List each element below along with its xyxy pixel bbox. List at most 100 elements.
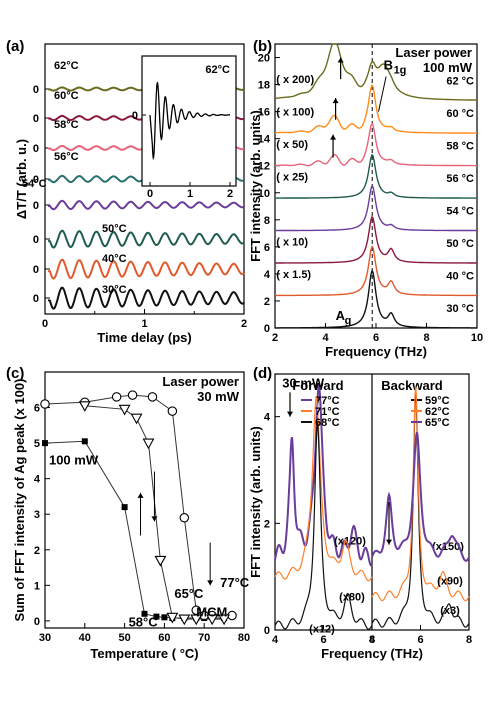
circle-marker xyxy=(40,399,50,409)
y-tick-label: 0 xyxy=(264,625,270,637)
x-tick-label: 30 xyxy=(39,632,51,644)
trace-zero-label: 0 xyxy=(33,234,39,246)
x-tick-label: 8 xyxy=(369,634,375,646)
circle-marker xyxy=(167,406,178,416)
triangle-marker xyxy=(206,614,219,626)
peak-label-ag-sub: g xyxy=(345,315,352,327)
legend-entry: 59°C xyxy=(425,395,450,407)
square-marker xyxy=(161,614,168,621)
circle-marker xyxy=(179,513,190,523)
x-tick-label: 8 xyxy=(466,634,472,646)
spectrum-line xyxy=(275,83,477,134)
legend-entry: 65°C xyxy=(425,417,450,429)
power-note: 30 mW xyxy=(282,375,325,390)
y-axis-label: Sum of FFT intensity of Ag peak (x 100) xyxy=(12,379,27,622)
x-tick-label: 2 xyxy=(272,332,278,344)
y-tick-label: 12 xyxy=(258,161,270,173)
trace-label: 50°C xyxy=(102,223,127,235)
scale-label: ( x 1.5) xyxy=(276,269,311,281)
panel-label: (b) xyxy=(253,38,272,55)
arrow-head xyxy=(207,580,214,586)
y-tick-label: 0 xyxy=(34,616,40,628)
square-marker xyxy=(153,613,160,620)
plot-frame xyxy=(44,371,245,629)
legend-line-1: Laser power xyxy=(162,374,239,389)
circle-marker xyxy=(147,392,158,402)
triangle-marker xyxy=(118,404,131,416)
panel-label: (a) xyxy=(6,38,24,55)
y-tick-label: 2 xyxy=(264,296,270,308)
y-tick-label: 2 xyxy=(34,545,40,557)
spectrum-line xyxy=(274,395,373,582)
trace-zero-label: 0 xyxy=(33,174,39,186)
square-marker xyxy=(42,440,48,447)
x-axis-label: Time delay (ps) xyxy=(97,330,191,345)
arrow-head xyxy=(386,539,392,545)
series-label: 60 °C xyxy=(446,108,474,120)
peak-label-b1g-sub: 1g xyxy=(394,65,407,77)
inset-frame xyxy=(141,55,237,187)
x-axis-label: Frequency (THz) xyxy=(325,344,427,359)
y-tick-label: 4 xyxy=(264,412,271,424)
circle-marker xyxy=(191,605,201,615)
circle-marker xyxy=(127,390,138,400)
trace-line xyxy=(47,258,245,280)
trace-zero-label: 0 xyxy=(33,84,39,96)
x-axis-label: Temperature ( °C) xyxy=(90,646,198,661)
y-tick-label: 8 xyxy=(264,215,270,227)
peak-label-b1g: B xyxy=(384,58,393,73)
trace-zero-label: 0 xyxy=(33,264,39,276)
annotation-100mw: 100 mW xyxy=(49,452,99,467)
triangle-marker xyxy=(130,413,143,425)
trace-label: 58°C xyxy=(54,119,79,131)
x-tick-label: 70 xyxy=(198,632,210,644)
spectrum-line xyxy=(274,384,373,567)
triangle-marker xyxy=(190,614,203,626)
spectrum-line xyxy=(274,422,373,630)
trace-line xyxy=(47,286,245,310)
inset-x-tick-label: 2 xyxy=(227,188,233,200)
x-tick-label: 6 xyxy=(320,634,326,646)
arrow-head xyxy=(337,57,344,63)
x-tick-label: 4 xyxy=(369,634,376,646)
x-tick-label: 4 xyxy=(322,332,329,344)
y-tick-label: 18 xyxy=(258,80,270,92)
peak-label-ag: A xyxy=(336,308,346,323)
x-tick-label: 50 xyxy=(118,632,130,644)
spectrum-line xyxy=(371,432,470,562)
scale-label: ( x 10) xyxy=(276,237,308,249)
series-label: 56 °C xyxy=(446,173,474,185)
legend-line-1: Laser power xyxy=(395,45,472,60)
trace-zero-label: 0 xyxy=(33,293,39,305)
series-label: 40 °C xyxy=(446,270,474,282)
series-line xyxy=(84,405,225,620)
panel-c: 30 40 50 60 70 80 0 1 2 3 4 5 6 Temperature ( °C) Sum … xyxy=(6,365,250,661)
annotation-65c: 65°C xyxy=(174,586,204,601)
scale-label: (x120) xyxy=(334,536,366,548)
annotation-mcm: MCM xyxy=(196,605,227,620)
b1g-pointer xyxy=(378,76,387,112)
legend-line-2: 100 mW xyxy=(423,60,473,75)
arrow-head xyxy=(330,134,337,140)
scale-label: (x80) xyxy=(339,592,365,604)
inset-x-tick-label: 1 xyxy=(187,188,193,200)
trace-label: 60°C xyxy=(54,90,79,102)
scale-label: (x3) xyxy=(440,605,460,617)
y-tick-label: 0 xyxy=(264,323,270,335)
x-axis-label: Frequency (THz) xyxy=(321,646,423,661)
panel-a: 0 1 2 Time delay (ps) ΔT/T (arb. u.) (a) 0 30°C… xyxy=(6,38,247,345)
series-label: 62 °C xyxy=(446,76,474,88)
annotation-77c: 77°C xyxy=(220,575,250,590)
y-tick-label: 5 xyxy=(34,438,40,450)
y-axis-label: ΔT/T (arb. u.) xyxy=(14,139,29,219)
trace-line xyxy=(47,199,245,211)
triangle-marker xyxy=(166,612,179,624)
x-tick-label: 0 xyxy=(42,318,48,330)
x-tick-label: 2 xyxy=(241,318,247,330)
series-label: 58 °C xyxy=(446,140,474,152)
y-tick-label: 10 xyxy=(258,188,270,200)
trace-line xyxy=(47,229,245,249)
trace-zero-label: 0 xyxy=(33,200,39,212)
